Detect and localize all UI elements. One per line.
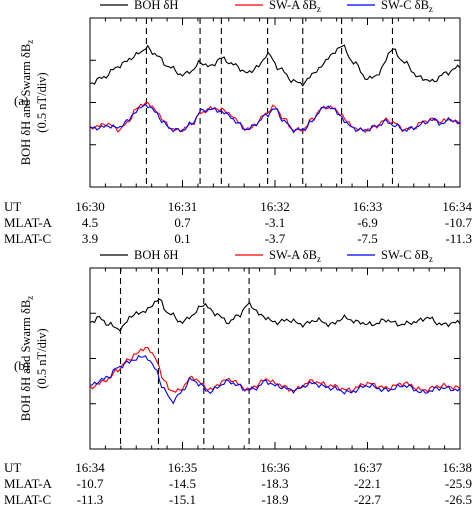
panel-label: (b) (14, 358, 29, 373)
series-line (89, 298, 461, 332)
legend-entry: SW-C δBz (381, 0, 433, 14)
y-axis-label-line1: BOH δH and Swarm δB (19, 300, 33, 422)
table-cell-value: -26.5 (445, 492, 472, 505)
table-cell-value: -14.5 (169, 476, 196, 491)
table-row-label: MLAT-C (4, 231, 51, 246)
y-axis-label-units: (0.5 nT/div) (35, 328, 49, 388)
table-cell-value: -7.5 (357, 231, 378, 246)
table-row-label: MLAT-A (4, 215, 53, 230)
table-cell-value: 16:34 (442, 199, 472, 214)
table-cell-value: 16:31 (168, 199, 198, 214)
table-cell-value: -22.1 (354, 476, 381, 491)
legend-entry: BOH δH (134, 248, 178, 262)
y-axis-label-units: (0.5 nT/div) (35, 72, 49, 132)
series-line (89, 101, 461, 134)
table-cell-value: -3.7 (265, 231, 286, 246)
chart-panel-a: (a)BOH δH and Swarm δBz(0.5 nT/div)BOH δ… (4, 0, 472, 246)
y-axis-label-line1: BOH δH and Swarm δB (19, 44, 33, 166)
y-axis-label: BOH δH and Swarm δBz (19, 40, 35, 166)
legend-entry-text: SW-C δB (381, 0, 429, 12)
table-cell-value: 3.9 (82, 231, 98, 246)
table-cell-value: -25.9 (445, 476, 472, 491)
legend-entry-subscript: z (317, 254, 321, 264)
legend-entry-text: BOH δH (134, 0, 178, 12)
table-cell-value: 16:36 (260, 460, 290, 475)
table-cell-value: 16:33 (353, 199, 383, 214)
table-cell-value: 16:30 (75, 199, 105, 214)
panel-label: (a) (14, 93, 28, 108)
table-cell-value: -11.3 (77, 492, 104, 505)
table-cell-value: -18.3 (261, 476, 288, 491)
series-line (89, 44, 461, 87)
legend-entry: SW-A δBz (269, 248, 321, 264)
legend-entry-text: SW-A δB (269, 248, 317, 262)
table-cell-value: 0.7 (174, 215, 191, 230)
table-cell-value: 4.5 (82, 215, 98, 230)
series-line (89, 346, 461, 393)
table-cell-value: 16:37 (353, 460, 383, 475)
table-row-label: UT (4, 460, 21, 475)
table-cell-value: 16:32 (260, 199, 290, 214)
y-axis-label-subscript: z (25, 40, 35, 44)
table-cell-value: 0.1 (174, 231, 190, 246)
table-cell-value: 16:35 (168, 460, 198, 475)
table-cell-value: -15.1 (169, 492, 196, 505)
table-cell-value: -3.1 (265, 215, 286, 230)
table-cell-value: -22.7 (354, 492, 382, 505)
series-line (90, 354, 461, 405)
legend-entry-text: BOH δH (134, 248, 178, 262)
y-axis-label: BOH δH and Swarm δBz (19, 296, 35, 422)
legend-entry: SW-C δBz (381, 248, 433, 264)
legend-entry-subscript: z (429, 254, 433, 264)
table-row-label: UT (4, 199, 21, 214)
legend-entry-text: SW-C δB (381, 248, 429, 262)
plot-frame (89, 267, 461, 450)
table-cell-value: -18.9 (261, 492, 288, 505)
legend-entry: SW-A δBz (269, 0, 321, 14)
table-cell-value: 16:38 (442, 460, 472, 475)
table-cell-value: 16:34 (75, 460, 105, 475)
table-cell-value: -6.9 (357, 215, 378, 230)
chart-panel-b: (b)BOH δH and Swarm δBz(0.5 nT/div)BOH δ… (4, 248, 472, 505)
table-cell-value: -10.7 (445, 215, 473, 230)
legend-entry-subscript: z (429, 4, 433, 14)
table-cell-value: -11.3 (445, 231, 472, 246)
legend-entry-text: SW-A δB (269, 0, 317, 12)
table-row-label: MLAT-C (4, 492, 51, 505)
legend-entry-subscript: z (317, 4, 321, 14)
legend-entry: BOH δH (134, 0, 178, 12)
y-axis-label-subscript: z (25, 296, 35, 300)
table-cell-value: -10.7 (76, 476, 104, 491)
series-line (89, 103, 461, 134)
table-row-label: MLAT-A (4, 476, 53, 491)
